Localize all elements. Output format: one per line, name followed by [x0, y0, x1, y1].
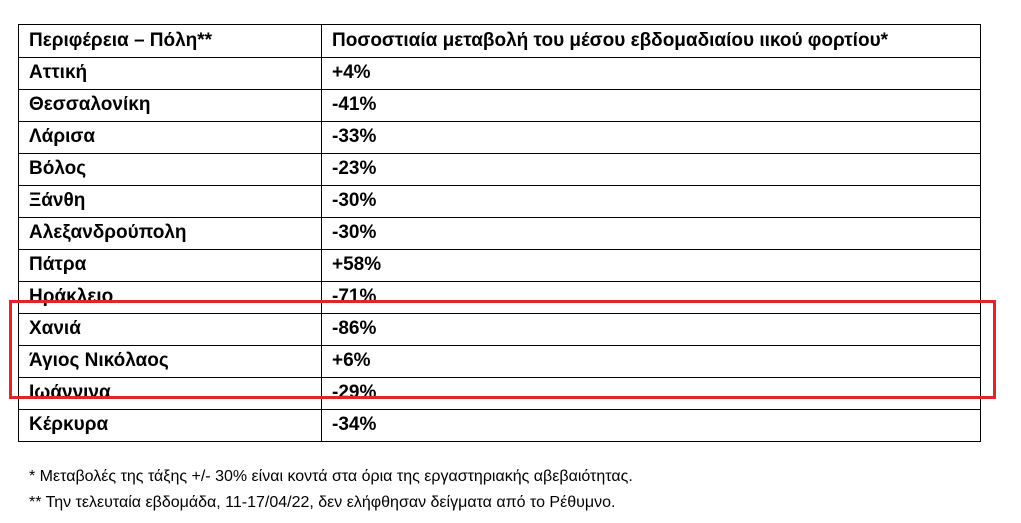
footnote-rethymno: ** Την τελευταία εβδομάδα, 11-17/04/22, … [29, 494, 616, 511]
region-cell: Πάτρα [18, 249, 322, 282]
header-change: Ποσοστιαία μεταβολή του μέσου εβδομαδιαί… [321, 24, 981, 58]
change-cell: +4% [321, 57, 981, 90]
region-cell: Άγιος Νικόλαος [18, 345, 322, 378]
table-row: Πάτρα +58% [18, 249, 981, 282]
change-cell: -41% [321, 89, 981, 122]
change-cell: -30% [321, 217, 981, 250]
region-cell: Βόλος [18, 153, 322, 186]
region-cell: Ιωάννινα [18, 377, 322, 410]
change-cell: -23% [321, 153, 981, 186]
table-row: Ιωάννινα -29% [18, 377, 981, 410]
table-row: Αλεξανδρούπολη -30% [18, 217, 981, 250]
table-row: Ξάνθη -30% [18, 185, 981, 218]
viral-load-table: Περιφέρεια – Πόλη** Ποσοστιαία μεταβολή … [18, 24, 981, 442]
change-cell: +6% [321, 345, 981, 378]
header-region: Περιφέρεια – Πόλη** [18, 24, 322, 58]
region-cell: Θεσσαλονίκη [18, 89, 322, 122]
table-row-highlighted: Άγιος Νικόλαος +6% [18, 345, 981, 378]
region-cell: Ξάνθη [18, 185, 322, 218]
change-cell: -29% [321, 377, 981, 410]
change-cell: -30% [321, 185, 981, 218]
change-cell: -86% [321, 313, 981, 346]
change-cell: -71% [321, 281, 981, 314]
region-cell: Ηράκλειο [18, 281, 322, 314]
table-body: Αττική +4% Θεσσαλονίκη -41% Λάρισα -33% … [18, 57, 981, 442]
footnote-uncertainty: * Μεταβολές της τάξης +/- 30% είναι κοντ… [29, 468, 633, 485]
table-row-highlighted: Ηράκλειο -71% [18, 281, 981, 314]
table-row-highlighted: Χανιά -86% [18, 313, 981, 346]
table-row: Κέρκυρα -34% [18, 409, 981, 442]
table-row: Βόλος -23% [18, 153, 981, 186]
table-row: Λάρισα -33% [18, 121, 981, 154]
change-cell: -33% [321, 121, 981, 154]
region-cell: Αλεξανδρούπολη [18, 217, 322, 250]
change-cell: +58% [321, 249, 981, 282]
table-row: Θεσσαλονίκη -41% [18, 89, 981, 122]
table-header-row: Περιφέρεια – Πόλη** Ποσοστιαία μεταβολή … [18, 24, 981, 58]
change-cell: -34% [321, 409, 981, 442]
region-cell: Κέρκυρα [18, 409, 322, 442]
region-cell: Λάρισα [18, 121, 322, 154]
region-cell: Αττική [18, 57, 322, 90]
region-cell: Χανιά [18, 313, 322, 346]
table-row: Αττική +4% [18, 57, 981, 90]
